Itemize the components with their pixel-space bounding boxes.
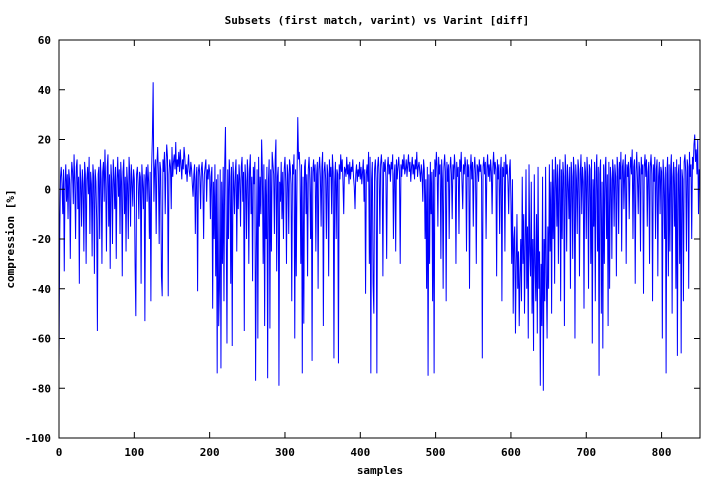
y-tick-label: -100 xyxy=(25,432,52,445)
y-axis-label: compression [%] xyxy=(4,189,17,288)
x-tick-label: 0 xyxy=(56,446,63,459)
y-tick-label: -80 xyxy=(31,382,51,395)
y-tick-label: -40 xyxy=(31,283,51,296)
y-tick-label: -20 xyxy=(31,233,51,246)
x-tick-label: 300 xyxy=(275,446,295,459)
y-tick-label: 40 xyxy=(38,84,51,97)
y-tick-label: -60 xyxy=(31,333,51,346)
x-tick-label: 600 xyxy=(501,446,521,459)
axes: 0 100 200 300 400 500 600 700 800-100-80-60-40-2… xyxy=(25,34,701,459)
y-tick-label: 20 xyxy=(38,134,51,147)
y-tick-label: 0 xyxy=(44,183,51,196)
series-line xyxy=(58,82,701,391)
x-tick-label: 100 xyxy=(124,446,144,459)
x-tick-label: 500 xyxy=(426,446,446,459)
x-tick-label: 800 xyxy=(652,446,672,459)
chart-title: Subsets (first match, varint) vs Varint … xyxy=(225,14,530,27)
x-tick-label: 200 xyxy=(200,446,220,459)
y-tick-label: 60 xyxy=(38,34,51,47)
x-tick-label: 700 xyxy=(576,446,596,459)
x-axis-label: samples xyxy=(357,464,403,477)
x-tick-label: 400 xyxy=(350,446,370,459)
series-layer xyxy=(58,82,701,391)
